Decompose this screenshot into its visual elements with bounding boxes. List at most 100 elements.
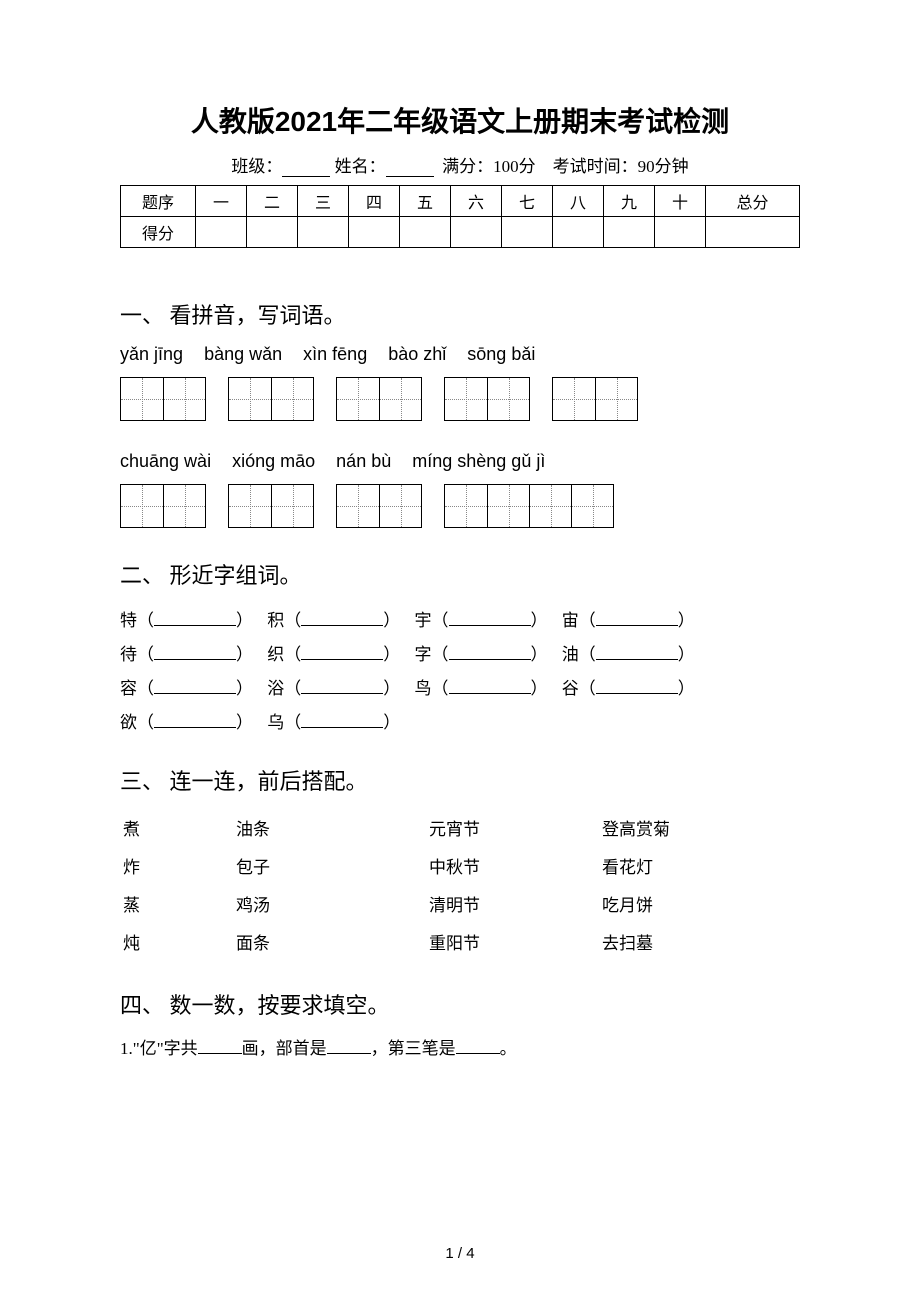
q2-blank[interactable] [449, 645, 531, 660]
q2-char: 浴 [267, 679, 284, 698]
q4-blank[interactable] [456, 1039, 500, 1054]
score-cell[interactable] [298, 217, 349, 248]
q2-blank[interactable] [154, 713, 236, 728]
score-col: 五 [400, 186, 451, 217]
pinyin: xióng māo [232, 451, 315, 471]
table-row: 炸 包子 中秋节 看花灯 [122, 850, 670, 886]
score-cell[interactable] [196, 217, 247, 248]
score-col: 九 [604, 186, 655, 217]
q3-cell: 蒸 [122, 888, 233, 924]
q3-cell: 中秋节 [428, 850, 599, 886]
q2-blank[interactable] [596, 679, 678, 694]
q4-heading: 四、 数一数，按要求填空。 [120, 988, 800, 1020]
q4-text: 画，部首是 [242, 1039, 327, 1058]
table-row: 炖 面条 重阳节 去扫墓 [122, 926, 670, 962]
pinyin: sōng bǎi [467, 344, 535, 364]
q4-text: 1."亿"字共 [120, 1039, 198, 1058]
class-blank[interactable] [282, 160, 330, 177]
pinyin: bào zhǐ [388, 344, 446, 364]
q2-blank[interactable] [301, 713, 383, 728]
q2-char: 容 [120, 679, 137, 698]
q2-blank[interactable] [449, 679, 531, 694]
score-col: 二 [247, 186, 298, 217]
q2-char: 待 [120, 645, 137, 664]
score-col: 六 [451, 186, 502, 217]
q2-blank[interactable] [449, 611, 531, 626]
q2-blank[interactable] [301, 679, 383, 694]
score-cell[interactable] [502, 217, 553, 248]
char-group[interactable] [336, 377, 422, 421]
q3-table: 煮 油条 元宵节 登高赏菊 炸 包子 中秋节 看花灯 蒸 鸡汤 清明节 吃月饼 … [120, 810, 672, 964]
name-blank[interactable] [386, 160, 434, 177]
char-group[interactable] [444, 377, 530, 421]
q1-boxes-line2 [120, 484, 800, 528]
score-col: 三 [298, 186, 349, 217]
score-cell[interactable] [553, 217, 604, 248]
time-label: 考试时间：90分钟 [553, 157, 689, 176]
q4-text: ，第三笔是 [371, 1039, 456, 1058]
q2-char: 鸟 [415, 679, 432, 698]
q3-heading: 三、 连一连，前后搭配。 [120, 764, 800, 796]
char-group[interactable] [228, 377, 314, 421]
table-row: 煮 油条 元宵节 登高赏菊 [122, 812, 670, 848]
char-group[interactable] [336, 484, 422, 528]
q2-blank[interactable] [596, 645, 678, 660]
q3-cell: 看花灯 [601, 850, 670, 886]
char-group[interactable] [444, 484, 614, 528]
q2-row: 特（） 积（） 宇（） 宙（） [120, 604, 800, 638]
q3-cell: 元宵节 [428, 812, 599, 848]
score-col: 七 [502, 186, 553, 217]
score-row2-label: 得分 [121, 217, 196, 248]
q2-char: 字 [415, 645, 432, 664]
score-cell[interactable] [706, 217, 800, 248]
q3-cell: 鸡汤 [235, 888, 426, 924]
q2-blank[interactable] [301, 645, 383, 660]
q4-line1: 1."亿"字共 画，部首是 ，第三笔是 。 [120, 1034, 800, 1059]
score-cell[interactable] [655, 217, 706, 248]
q2-blank[interactable] [301, 611, 383, 626]
q2-char: 积 [267, 611, 284, 630]
score-cell[interactable] [451, 217, 502, 248]
q2-char: 宙 [562, 611, 579, 630]
pinyin: bàng wǎn [204, 344, 282, 364]
pinyin: chuāng wài [120, 451, 211, 471]
q4-text: 。 [500, 1039, 517, 1058]
page-title: 人教版2021年二年级语文上册期末考试检测 [120, 100, 800, 140]
char-group[interactable] [120, 377, 206, 421]
q2-row: 欲（） 乌（） [120, 706, 800, 740]
q2-blank[interactable] [596, 611, 678, 626]
q1-pinyin-line1: yǎn jīng bàng wǎn xìn fēng bào zhǐ sōng … [120, 344, 800, 365]
q3-cell: 煮 [122, 812, 233, 848]
table-row: 题序 一 二 三 四 五 六 七 八 九 十 总分 [121, 186, 800, 217]
score-cell[interactable] [349, 217, 400, 248]
char-group[interactable] [228, 484, 314, 528]
q4-blank[interactable] [327, 1039, 371, 1054]
q2-body: 特（） 积（） 宇（） 宙（） 待（） 织（） 字（） 油（） 容（） 浴（） … [120, 604, 800, 740]
q3-cell: 包子 [235, 850, 426, 886]
q3-cell: 吃月饼 [601, 888, 670, 924]
q2-char: 织 [267, 645, 284, 664]
q2-char: 乌 [267, 713, 284, 732]
q3-cell: 面条 [235, 926, 426, 962]
score-cell[interactable] [400, 217, 451, 248]
q2-blank[interactable] [154, 679, 236, 694]
q2-row: 容（） 浴（） 鸟（） 谷（） [120, 672, 800, 706]
char-group[interactable] [120, 484, 206, 528]
table-row: 得分 [121, 217, 800, 248]
char-group[interactable] [552, 377, 638, 421]
q3-cell: 去扫墓 [601, 926, 670, 962]
q2-char: 欲 [120, 713, 137, 732]
score-cell[interactable] [604, 217, 655, 248]
class-label: 班级： [231, 157, 282, 176]
q2-char: 谷 [562, 679, 579, 698]
q1-pinyin-line2: chuāng wài xióng māo nán bù míng shèng g… [120, 451, 800, 472]
q4-blank[interactable] [198, 1039, 242, 1054]
q2-blank[interactable] [154, 645, 236, 660]
table-row: 蒸 鸡汤 清明节 吃月饼 [122, 888, 670, 924]
q1-heading: 一、 看拼音，写词语。 [120, 298, 800, 330]
q2-blank[interactable] [154, 611, 236, 626]
score-col: 十 [655, 186, 706, 217]
score-cell[interactable] [247, 217, 298, 248]
q1-boxes-line1 [120, 377, 800, 421]
score-col: 八 [553, 186, 604, 217]
